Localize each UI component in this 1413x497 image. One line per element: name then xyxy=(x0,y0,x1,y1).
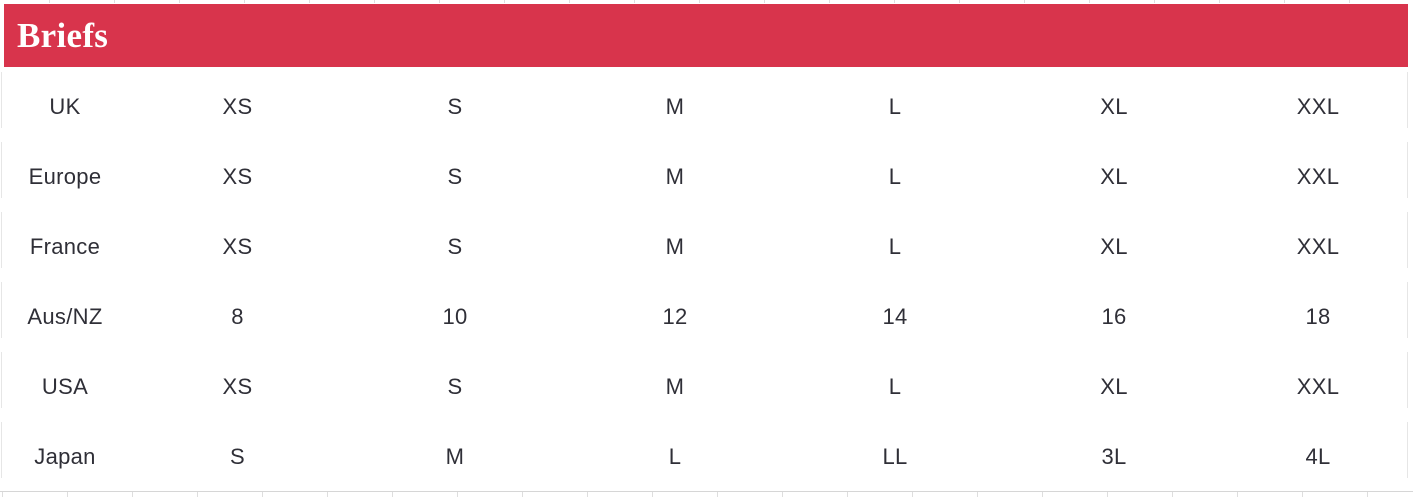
size-cell: XXL xyxy=(1296,374,1340,399)
size-cell: 16 xyxy=(1101,304,1127,329)
table-row: France XS S M L XL XXL xyxy=(0,212,1413,282)
size-cell: S xyxy=(447,234,463,259)
size-cell: L xyxy=(668,444,682,469)
size-cell: XL xyxy=(1100,374,1128,399)
size-cell: LL xyxy=(882,444,908,469)
size-cell: M xyxy=(665,374,685,399)
size-cell: 14 xyxy=(882,304,908,329)
region-label: Japan xyxy=(34,444,96,469)
table-bottom-rule xyxy=(0,491,1413,492)
size-cell: 8 xyxy=(231,304,244,329)
size-cell: 12 xyxy=(662,304,688,329)
size-cell: 10 xyxy=(442,304,468,329)
size-cell: XS xyxy=(222,164,253,189)
size-cell: L xyxy=(888,164,902,189)
size-cell: L xyxy=(888,374,902,399)
section-header-bar: Briefs xyxy=(4,4,1408,67)
size-cell: M xyxy=(445,444,465,469)
table-right-edge xyxy=(1407,72,1408,492)
region-label: Aus/NZ xyxy=(27,304,103,329)
table-row: USA XS S M L XL XXL xyxy=(0,352,1413,422)
size-cell: 4L xyxy=(1305,444,1331,469)
table-left-edge xyxy=(1,72,2,492)
region-label: UK xyxy=(49,94,81,119)
table-row: UK XS S M L XL XXL xyxy=(0,72,1413,142)
size-cell: M xyxy=(665,94,685,119)
size-cell: L xyxy=(888,234,902,259)
table-row: Europe XS S M L XL XXL xyxy=(0,142,1413,212)
size-cell: XL xyxy=(1100,234,1128,259)
region-label: Europe xyxy=(28,164,102,189)
section-title: Briefs xyxy=(17,16,109,55)
size-cell: 3L xyxy=(1101,444,1127,469)
size-cell: XS xyxy=(222,94,253,119)
size-cell: M xyxy=(665,234,685,259)
adjacent-table-bottom-gridmarks xyxy=(0,492,1413,497)
table-row: Japan S M L LL 3L 4L xyxy=(0,422,1413,492)
size-cell: XL xyxy=(1100,94,1128,119)
size-cell: L xyxy=(888,94,902,119)
size-cell: XL xyxy=(1100,164,1128,189)
region-label: France xyxy=(29,234,101,259)
table-row: Aus/NZ 8 10 12 14 16 18 xyxy=(0,282,1413,352)
size-cell: XS xyxy=(222,374,253,399)
size-cell: XXL xyxy=(1296,164,1340,189)
size-cell: S xyxy=(447,374,463,399)
size-cell: S xyxy=(447,164,463,189)
size-cell: S xyxy=(447,94,463,119)
region-label: USA xyxy=(41,374,89,399)
size-conversion-table: UK XS S M L XL XXL Europe XS S M L XL XX… xyxy=(0,72,1413,492)
size-cell: XS xyxy=(222,234,253,259)
size-cell: M xyxy=(665,164,685,189)
adjacent-table-top-gridmarks xyxy=(0,0,1413,3)
size-cell: XXL xyxy=(1296,234,1340,259)
size-cell: S xyxy=(230,444,245,469)
size-cell: XXL xyxy=(1296,94,1340,119)
size-cell: 18 xyxy=(1305,304,1331,329)
